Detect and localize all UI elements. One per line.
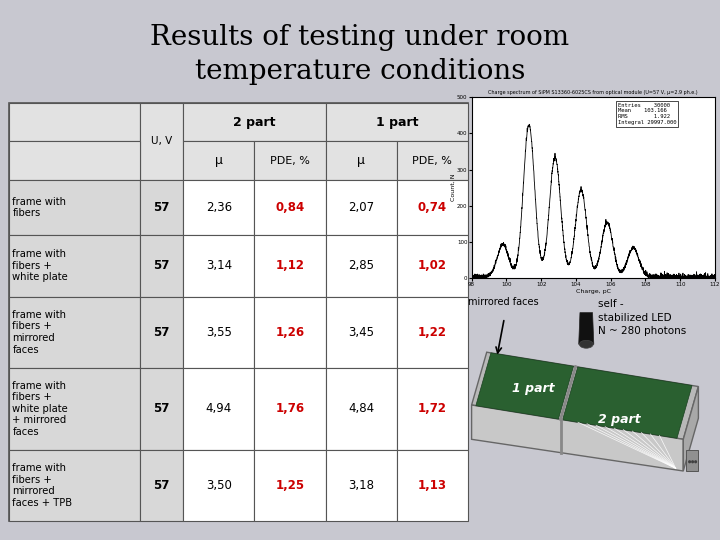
Polygon shape	[579, 313, 594, 345]
Bar	[9, 141, 140, 180]
Text: 1,76: 1,76	[276, 402, 305, 415]
Polygon shape	[562, 367, 692, 438]
Bar	[140, 235, 183, 296]
Bar	[9, 180, 140, 235]
Text: frame with
fibers +
white plate: frame with fibers + white plate	[12, 249, 68, 282]
Bar	[9, 235, 140, 296]
Bar	[397, 180, 468, 235]
Text: 3,45: 3,45	[348, 326, 374, 339]
Bar	[140, 180, 183, 235]
Text: 1,22: 1,22	[418, 326, 447, 339]
Bar	[325, 296, 397, 368]
Bar	[254, 368, 325, 450]
Bar	[9, 296, 140, 368]
Bar	[325, 368, 397, 450]
Bar	[183, 296, 254, 368]
Text: 1,13: 1,13	[418, 479, 447, 492]
Bar	[254, 450, 325, 521]
Title: Charge spectrum of SiPM S13360-6025CS from optical module (U=57 V, μ=2.9 ph.e.): Charge spectrum of SiPM S13360-6025CS fr…	[488, 90, 698, 96]
Bar	[183, 141, 254, 180]
Text: 0,74: 0,74	[418, 201, 447, 214]
Bar	[325, 180, 397, 235]
Bar	[183, 450, 254, 521]
Text: 2,85: 2,85	[348, 259, 374, 272]
Text: 2,07: 2,07	[348, 201, 374, 214]
Text: 3,55: 3,55	[206, 326, 232, 339]
Polygon shape	[472, 405, 683, 471]
Text: 1 part: 1 part	[376, 116, 418, 129]
Bar	[397, 450, 468, 521]
Circle shape	[691, 460, 694, 463]
Text: frame with
fibers: frame with fibers	[12, 197, 66, 218]
Bar	[183, 103, 325, 141]
X-axis label: Charge, pC: Charge, pC	[576, 289, 611, 294]
Text: 4,94: 4,94	[206, 402, 232, 415]
Text: 0,84: 0,84	[275, 201, 305, 214]
Bar	[397, 235, 468, 296]
Text: 3,14: 3,14	[206, 259, 232, 272]
Y-axis label: Count, N: Count, N	[451, 174, 456, 201]
Text: 1,25: 1,25	[276, 479, 305, 492]
Text: Entries    30000
Mean    103.166
RMS        1.922
Integral 29997.000: Entries 30000 Mean 103.166 RMS 1.922 Int…	[618, 103, 676, 125]
Bar	[183, 368, 254, 450]
Bar	[397, 296, 468, 368]
Ellipse shape	[580, 340, 593, 348]
Bar	[140, 103, 183, 180]
Text: 57: 57	[153, 326, 170, 339]
Bar	[685, 450, 698, 471]
Text: 2 part: 2 part	[233, 116, 276, 129]
Bar	[140, 296, 183, 368]
Circle shape	[694, 460, 697, 463]
Bar	[325, 450, 397, 521]
Text: frame with
fibers +
mirrored
faces + TPB: frame with fibers + mirrored faces + TPB	[12, 463, 73, 508]
Bar	[397, 368, 468, 450]
Text: 4,84: 4,84	[348, 402, 374, 415]
Text: μ: μ	[357, 154, 365, 167]
Bar	[325, 103, 468, 141]
Text: 2 part: 2 part	[598, 414, 640, 427]
Bar	[140, 450, 183, 521]
Text: 1,02: 1,02	[418, 259, 447, 272]
Text: N ~ 280 photons: N ~ 280 photons	[598, 326, 686, 336]
Text: Results of testing under room
temperature conditions: Results of testing under room temperatur…	[150, 24, 570, 85]
Text: frame with
fibers +
mirrored
faces: frame with fibers + mirrored faces	[12, 310, 66, 355]
Text: stabilized LED: stabilized LED	[598, 313, 671, 322]
Bar	[254, 141, 325, 180]
Text: 1,26: 1,26	[276, 326, 305, 339]
Bar	[325, 141, 397, 180]
Text: frame with
fibers +
white plate
+ mirrored
faces: frame with fibers + white plate + mirror…	[12, 381, 68, 437]
Text: self -: self -	[598, 299, 624, 309]
Bar	[183, 180, 254, 235]
Text: 1 part: 1 part	[512, 382, 554, 395]
Text: 3,18: 3,18	[348, 479, 374, 492]
Text: 57: 57	[153, 201, 170, 214]
Polygon shape	[476, 353, 574, 419]
Text: μ: μ	[215, 154, 222, 167]
Text: PDE, %: PDE, %	[413, 156, 452, 166]
Polygon shape	[472, 352, 698, 440]
Text: 57: 57	[153, 402, 170, 415]
Bar	[183, 235, 254, 296]
Circle shape	[688, 460, 691, 463]
Text: 57: 57	[153, 479, 170, 492]
Text: 3,50: 3,50	[206, 479, 232, 492]
Text: 1,72: 1,72	[418, 402, 447, 415]
Text: U, V: U, V	[150, 137, 172, 146]
Bar	[397, 141, 468, 180]
Bar	[325, 235, 397, 296]
Bar	[9, 103, 140, 141]
Bar	[9, 368, 140, 450]
Bar	[140, 368, 183, 450]
Text: mirrored faces: mirrored faces	[468, 296, 539, 307]
Bar	[254, 180, 325, 235]
Bar	[9, 450, 140, 521]
Text: 1,12: 1,12	[276, 259, 305, 272]
Text: 57: 57	[153, 259, 170, 272]
Text: 2,36: 2,36	[206, 201, 232, 214]
Bar	[254, 235, 325, 296]
Text: PDE, %: PDE, %	[270, 156, 310, 166]
Polygon shape	[683, 387, 698, 471]
Bar	[254, 296, 325, 368]
